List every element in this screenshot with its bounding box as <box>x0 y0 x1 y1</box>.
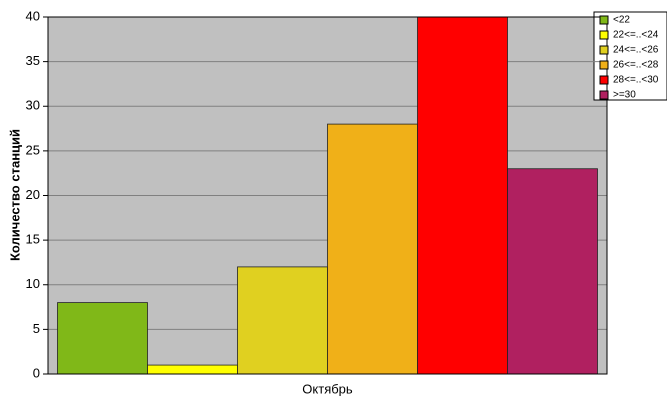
legend-swatch <box>599 60 609 70</box>
bar <box>147 364 238 375</box>
plot-border <box>47 16 608 375</box>
bar <box>237 266 328 375</box>
legend-swatch <box>599 90 609 100</box>
bar <box>417 16 508 375</box>
bar <box>57 302 148 375</box>
y-tick-label: 35 <box>26 53 40 68</box>
y-tick-label: 10 <box>26 276 40 291</box>
legend-label: 28<=..<30 <box>613 75 659 86</box>
legend-label: 24<=..<26 <box>613 45 659 56</box>
x-tick-label: Октябрь <box>302 381 353 396</box>
y-tick-label: 15 <box>26 232 40 247</box>
legend-swatch <box>599 45 609 55</box>
legend-swatch <box>599 15 609 25</box>
y-tick-label: 0 <box>33 365 40 380</box>
y-tick-label: 5 <box>33 321 40 336</box>
y-tick-label: 30 <box>26 98 40 113</box>
bar <box>507 168 598 375</box>
legend <box>593 11 667 101</box>
bar <box>327 123 418 375</box>
y-tick-label: 40 <box>26 8 40 23</box>
legend-swatch <box>599 75 609 85</box>
legend-label: 22<=..<24 <box>613 30 659 41</box>
y-axis-label: Количество станций <box>7 129 22 261</box>
y-tick-label: 25 <box>26 142 40 157</box>
legend-label: <22 <box>613 15 630 26</box>
legend-swatch <box>599 30 609 40</box>
legend-label: 26<=..<28 <box>613 60 659 71</box>
legend-label: >=30 <box>613 90 636 101</box>
y-tick-label: 20 <box>26 187 40 202</box>
